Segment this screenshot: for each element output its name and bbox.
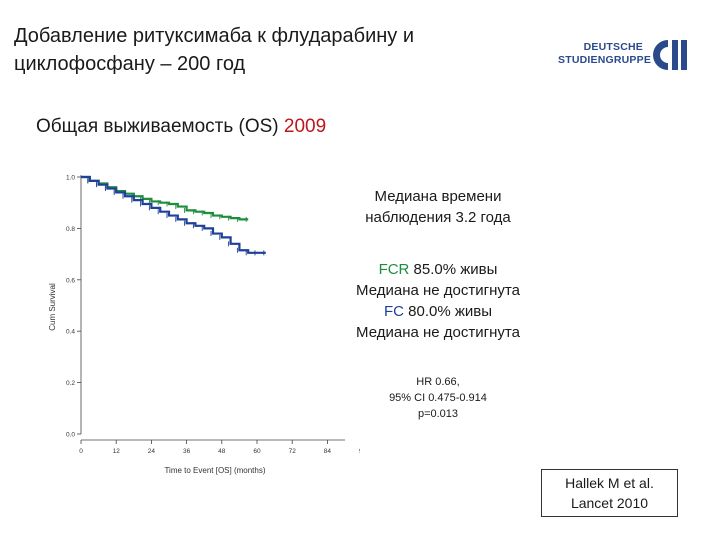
y-axis-label: Cum Survival [48,283,57,331]
x-tick-label: 12 [113,448,121,455]
x-tick-label: 84 [324,448,332,455]
median-line-2: наблюдения 3.2 года [365,209,511,226]
fcr-label: FCR [378,261,410,278]
fc-value: 80.0% живы [403,303,493,320]
x-tick-label: 36 [183,448,191,455]
median-followup-note: Медиана времени наблюдения 3.2 года [328,186,548,228]
fcr-result: FCR 85.0% живы [326,259,550,280]
hr-line-3: p=0.013 [417,408,459,420]
median-line-1: Медиана времени [374,188,502,205]
y-tick-label: 0.8 [66,226,75,233]
fcr-median: Медиана не достигнута [356,282,520,299]
y-tick-label: 1.0 [66,175,75,182]
series-line-fc [81,175,266,254]
reference-line-1: Hallek M et al. [565,475,654,491]
y-tick-label: 0.4 [66,329,75,336]
hazard-ratio-note: HR 0.66, 95% CI 0.475-0.914 p=0.013 [370,374,506,422]
x-tick-label: 48 [218,448,226,455]
logo-line-2: STUDIENGRUPPE [558,54,652,66]
study-group-logo: DEUTSCHE STUDIENGRUPPE [558,37,688,75]
y-tick-label: 0.0 [66,432,75,439]
subtitle-text: Общая выживаемость (OS) [36,116,284,137]
cll-logo-icon [653,40,687,70]
chart-series [81,175,266,256]
x-tick-label: 72 [289,448,297,455]
hr-line-1: HR 0.66, [416,376,460,388]
fc-median: Медиана не достигнута [356,324,520,341]
logo-text: DEUTSCHE STUDIENGRUPPE [558,41,652,67]
reference-line-2: Lancet 2010 [570,495,649,511]
hr-line-2: 95% CI 0.475-0.914 [389,392,487,404]
series-line-fcr [81,175,249,221]
x-tick-label: 0 [79,448,83,455]
reference-box: Hallek M et al. Lancet 2010 [541,469,678,517]
title-line-2: циклофосфану – 200 год [14,53,246,75]
x-tick-label: 60 [253,448,261,455]
subtitle: Общая выживаемость (OS) 2009 [36,116,326,138]
logo-line-1: DEUTSCHE [583,41,643,53]
arm-results: FCR 85.0% живы Медиана не достигнута FC … [326,259,550,343]
y-tick-label: 0.2 [66,380,75,387]
fc-label: FC [383,303,404,320]
title-line-1: Добавление ритуксимаба к флударабину и [14,25,415,47]
fc-result: FC 80.0% живы [326,301,550,322]
survival-chart: 1.0 0.8 0.6 0.4 0.2 0.0 0 12 24 36 48 60 72 84 96 Cum … [48,175,360,476]
chart-axes: 1.0 0.8 0.6 0.4 0.2 0.0 0 12 24 36 48 60 72 84 96 [66,175,360,456]
x-tick-label: 96 [359,448,360,455]
x-axis-label: Time to Event [OS] (months) [164,466,265,475]
y-tick-label: 0.6 [66,277,75,284]
subtitle-year: 2009 [283,116,327,137]
fcr-value: 85.0% живы [409,261,498,278]
slide-title: Добавление ритуксимаба к флударабину и ц… [14,22,534,78]
x-tick-label: 24 [148,448,156,455]
